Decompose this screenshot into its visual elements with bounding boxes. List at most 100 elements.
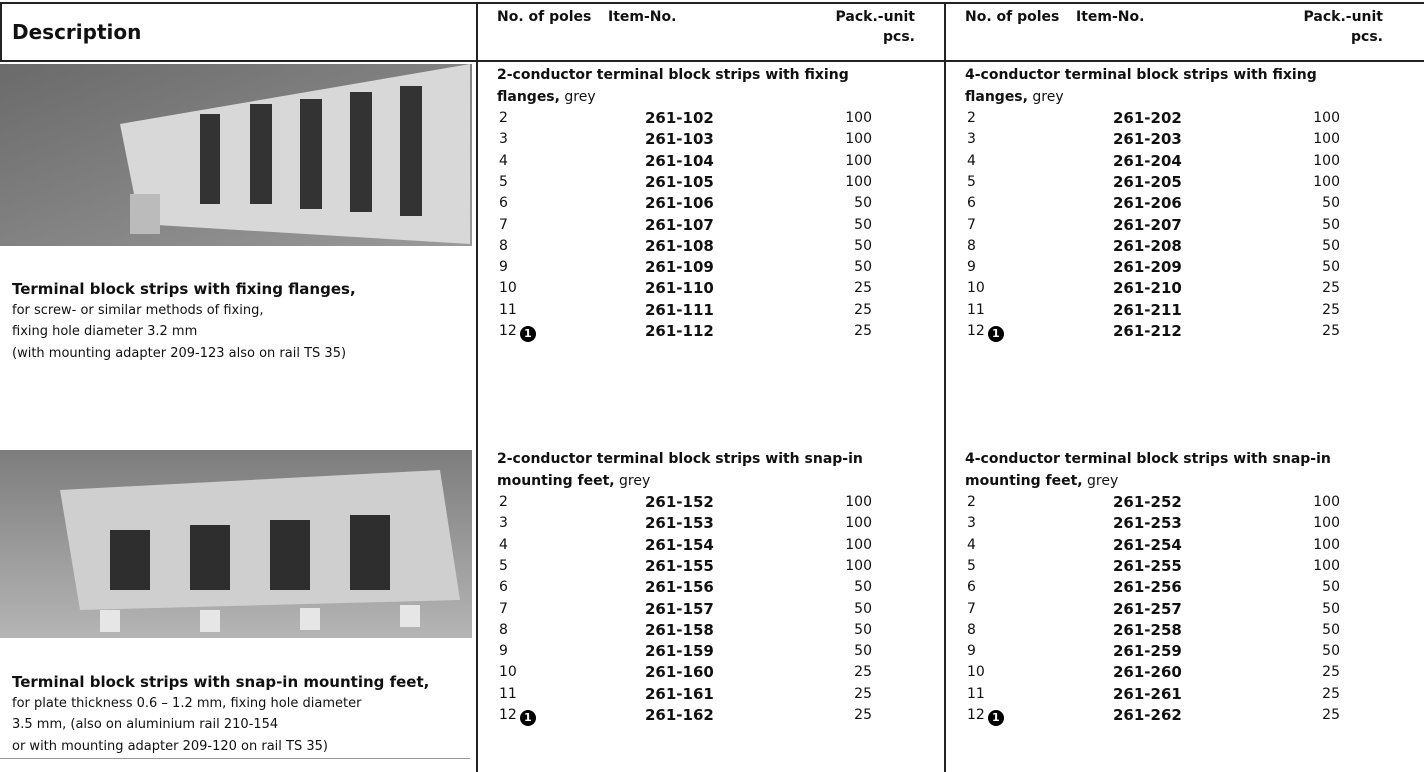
pack-unit: 100 — [845, 173, 872, 190]
item-no: 261-159 — [645, 642, 714, 661]
pack-unit: 25 — [1322, 323, 1340, 339]
pack-unit: 50 — [854, 195, 872, 212]
poles: 10 — [967, 664, 985, 681]
group-title: mounting feet, — [965, 472, 1083, 489]
pack-unit: 50 — [854, 237, 872, 254]
item-no: 261-206 — [1113, 194, 1182, 213]
group-title: 4-conductor terminal block strips with s… — [965, 451, 1331, 467]
item-no: 261-102 — [645, 109, 714, 127]
pack-unit: 100 — [845, 131, 872, 148]
group-title: mounting feet, — [497, 472, 615, 489]
item-no: 261-160 — [645, 663, 714, 682]
poles: 4 — [499, 152, 508, 169]
poles: 8 — [967, 621, 976, 638]
header-pack-unit: pcs. — [1351, 29, 1383, 45]
description-line: fixing hole diameter 3.2 mm — [12, 324, 198, 339]
item-no: 261-253 — [1113, 514, 1182, 533]
poles: 3 — [967, 515, 976, 532]
poles: 4 — [967, 536, 976, 553]
group-title: 2-conductor terminal block strips with f… — [497, 67, 849, 83]
group-title-line: mounting feet, grey — [965, 472, 1118, 490]
footnote-marker: 1 — [519, 710, 536, 726]
item-no: 261-161 — [645, 684, 714, 703]
poles: 11 — [499, 685, 517, 702]
group-color: grey — [1087, 472, 1119, 489]
poles: 8 — [499, 237, 508, 254]
group-color: grey — [619, 472, 651, 489]
item-no: 261-209 — [1113, 258, 1182, 277]
group-title: 2-conductor terminal block strips with s… — [497, 451, 863, 467]
poles: 10 — [967, 280, 985, 297]
pack-unit: 25 — [854, 685, 872, 702]
pack-unit: 50 — [854, 216, 872, 233]
item-no: 261-112 — [645, 322, 714, 340]
product-photo — [0, 450, 472, 638]
poles: 6 — [499, 195, 508, 212]
poles: 5 — [499, 557, 508, 574]
item-no: 261-210 — [1113, 279, 1182, 298]
header-poles: No. of poles — [965, 9, 1060, 25]
poles: 5 — [499, 173, 508, 190]
header-rule — [0, 60, 1424, 62]
footnote-marker: 1 — [987, 710, 1004, 726]
pack-unit: 50 — [1322, 621, 1340, 638]
poles: 7 — [499, 600, 508, 617]
poles: 7 — [967, 600, 976, 617]
poles: 3 — [499, 131, 508, 148]
pack-unit: 50 — [1322, 579, 1340, 596]
poles: 6 — [967, 195, 976, 212]
column-rule — [476, 2, 478, 772]
item-no: 261-158 — [645, 620, 714, 639]
pack-unit: 25 — [1322, 664, 1340, 681]
pack-unit: 25 — [854, 323, 872, 339]
item-no: 261-205 — [1113, 172, 1182, 191]
poles: 8 — [499, 621, 508, 638]
poles: 2 — [967, 110, 976, 126]
pack-unit: 25 — [854, 707, 872, 723]
poles: 9 — [499, 643, 508, 660]
left-rule — [0, 2, 2, 60]
item-no: 261-153 — [645, 514, 714, 533]
item-no: 261-262 — [1113, 706, 1182, 724]
pack-unit: 25 — [854, 664, 872, 681]
item-no: 261-111 — [645, 300, 714, 319]
poles: 12 1 — [967, 706, 1004, 726]
poles: 2 — [967, 494, 976, 510]
pack-unit: 25 — [1322, 707, 1340, 723]
pack-unit: 100 — [1313, 173, 1340, 190]
pack-unit: 50 — [854, 259, 872, 276]
pack-unit: 50 — [1322, 643, 1340, 660]
poles: 3 — [967, 131, 976, 148]
item-no: 261-207 — [1113, 215, 1182, 234]
header-pack: Pack.-unit — [1303, 9, 1384, 25]
item-no: 261-254 — [1113, 535, 1182, 554]
item-no: 261-212 — [1113, 322, 1182, 340]
description-title: Terminal block strips with fixing flange… — [12, 280, 356, 298]
item-no: 261-203 — [1113, 130, 1182, 149]
group-title: flanges, — [497, 88, 560, 105]
item-no: 261-154 — [645, 535, 714, 554]
item-no: 261-110 — [645, 279, 714, 298]
poles: 9 — [967, 259, 976, 276]
pack-unit: 50 — [854, 600, 872, 617]
poles: 12 1 — [967, 322, 1004, 342]
poles: 11 — [967, 301, 985, 318]
poles: 3 — [499, 515, 508, 532]
pack-unit: 50 — [854, 621, 872, 638]
pack-unit: 100 — [845, 515, 872, 532]
footnote-marker: 1 — [987, 326, 1004, 342]
poles: 4 — [499, 536, 508, 553]
group-title-line: flanges, grey — [965, 88, 1064, 106]
item-no: 261-106 — [645, 194, 714, 213]
pack-unit: 25 — [1322, 301, 1340, 318]
poles: 7 — [499, 216, 508, 233]
pack-unit: 100 — [1313, 110, 1340, 126]
group-color: grey — [564, 88, 596, 105]
poles: 4 — [967, 152, 976, 169]
pack-unit: 50 — [1322, 259, 1340, 276]
description-title: Terminal block strips with snap-in mount… — [12, 673, 430, 691]
poles: 5 — [967, 557, 976, 574]
footnote-marker: 1 — [519, 326, 536, 342]
item-no: 261-258 — [1113, 620, 1182, 639]
